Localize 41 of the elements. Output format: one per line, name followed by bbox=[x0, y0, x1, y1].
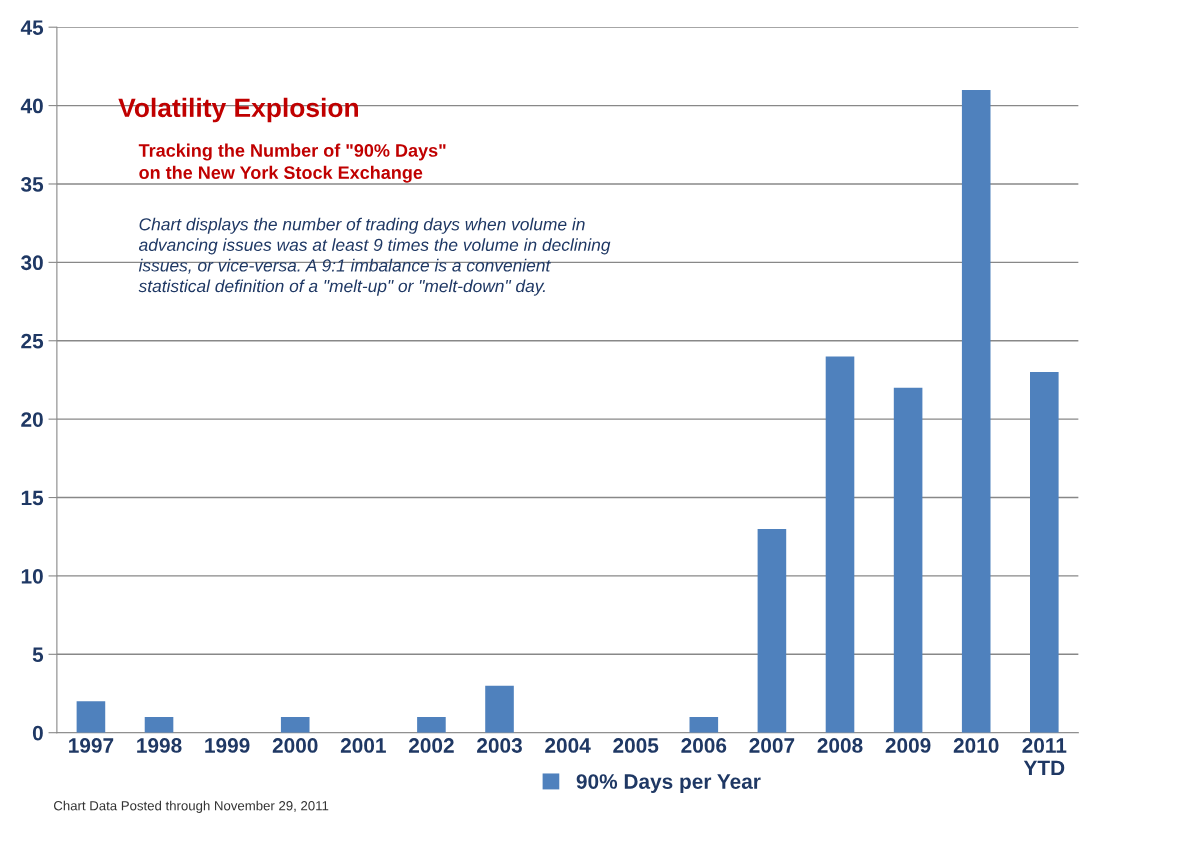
x-tick-label: 2010 bbox=[953, 738, 999, 753]
x-tick-label: 2011 YTD bbox=[1022, 738, 1067, 776]
x-tick-label: 2003 bbox=[477, 738, 522, 753]
bar bbox=[485, 685, 514, 733]
y-tick-label: 40 bbox=[20, 98, 43, 114]
y-tick-label: 25 bbox=[21, 333, 44, 349]
x-tick-label: 2000 bbox=[272, 738, 318, 753]
bar bbox=[893, 387, 923, 733]
bar bbox=[825, 356, 855, 733]
x-tick-label: 1997 bbox=[69, 738, 114, 753]
y-tick-label: 0 bbox=[32, 725, 43, 741]
bar bbox=[757, 528, 787, 733]
x-tick-label: 2001 bbox=[340, 738, 386, 753]
y-tick-label: 20 bbox=[21, 412, 43, 427]
x-tick-label: 2006 bbox=[681, 738, 727, 753]
bar bbox=[1030, 372, 1059, 733]
y-tick-label: 10 bbox=[21, 568, 43, 584]
x-tick-label: 2002 bbox=[408, 738, 454, 753]
y-tick-label: 5 bbox=[32, 647, 44, 663]
bar bbox=[280, 717, 310, 733]
legend-label: 90% Days per Year bbox=[576, 774, 761, 793]
text: Volatility Explosion bbox=[118, 97, 358, 123]
annotation: Chart displays the number of trading days when volume in advancing issues was at least 9 times the volume in declining issues, or vice-versa. A 9:1 imbalance is a convenient statistical definition of a "melt-up" or "melt-down" day. bbox=[138, 217, 611, 296]
y-tick-label: 15 bbox=[21, 490, 44, 506]
text: Chart Data Posted through November 29, 2011 bbox=[54, 800, 329, 813]
x-tick-label: 2004 bbox=[545, 738, 591, 753]
bar bbox=[689, 717, 719, 733]
bar bbox=[961, 89, 991, 733]
text: Tracking the Number of "90% Days" on the New York Stock Exchange bbox=[138, 143, 446, 183]
bar bbox=[144, 717, 174, 733]
x-tick-label: 1999 bbox=[205, 738, 250, 753]
bar bbox=[417, 717, 446, 733]
x-tick-label: 2005 bbox=[613, 738, 659, 753]
y-tick-label: 45 bbox=[20, 20, 44, 35]
x-tick-label: 1998 bbox=[137, 738, 182, 753]
x-tick-label: 2008 bbox=[817, 738, 863, 753]
x-tick-label: 2009 bbox=[885, 738, 931, 753]
y-tick-label: 35 bbox=[20, 176, 44, 192]
x-tick-label: 2007 bbox=[749, 738, 795, 753]
bar bbox=[76, 701, 106, 733]
y-tick-label: 30 bbox=[20, 255, 43, 271]
